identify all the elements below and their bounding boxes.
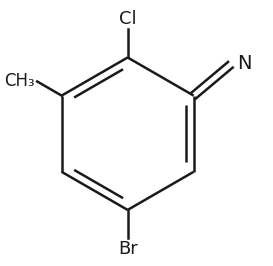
Text: Br: Br xyxy=(118,240,138,257)
Text: Cl: Cl xyxy=(119,10,136,28)
Text: CH₃: CH₃ xyxy=(4,72,35,90)
Text: N: N xyxy=(238,54,252,73)
